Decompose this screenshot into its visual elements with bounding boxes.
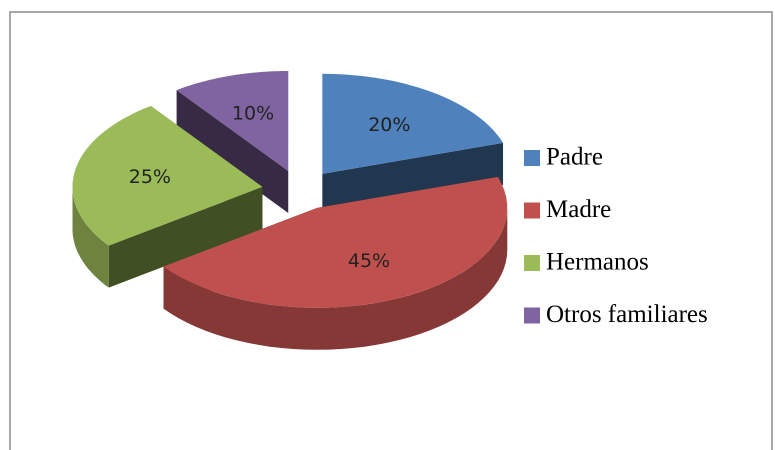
slice: 20%: [322, 73, 504, 216]
slice-side: [176, 90, 289, 213]
data-label: 10%: [232, 102, 274, 124]
data-label: 45%: [348, 250, 390, 272]
slice-top: [176, 71, 289, 171]
data-label: 25%: [129, 166, 171, 188]
legend-label: Padre: [546, 144, 603, 171]
legend-label: Hermanos: [546, 249, 649, 276]
legend-swatch: [524, 255, 540, 271]
legend-swatch: [524, 150, 540, 166]
slice-side: [322, 142, 504, 216]
slice-top: [72, 106, 263, 246]
chart-frame: [9, 11, 773, 450]
legend-swatch: [524, 307, 540, 324]
slice: 45%: [163, 176, 508, 350]
legend-label: Madre: [546, 196, 611, 223]
slice-wall: [163, 207, 508, 350]
slice-wall: [72, 186, 109, 288]
slice: 25%: [72, 105, 263, 288]
legend-label: Otros familiares: [546, 301, 708, 328]
slice-top: [322, 73, 503, 174]
slice: 10%: [176, 71, 289, 213]
data-label: 20%: [368, 114, 410, 136]
slice-top: [163, 176, 508, 308]
slice-side: [108, 186, 263, 288]
legend-swatch: [524, 202, 540, 219]
